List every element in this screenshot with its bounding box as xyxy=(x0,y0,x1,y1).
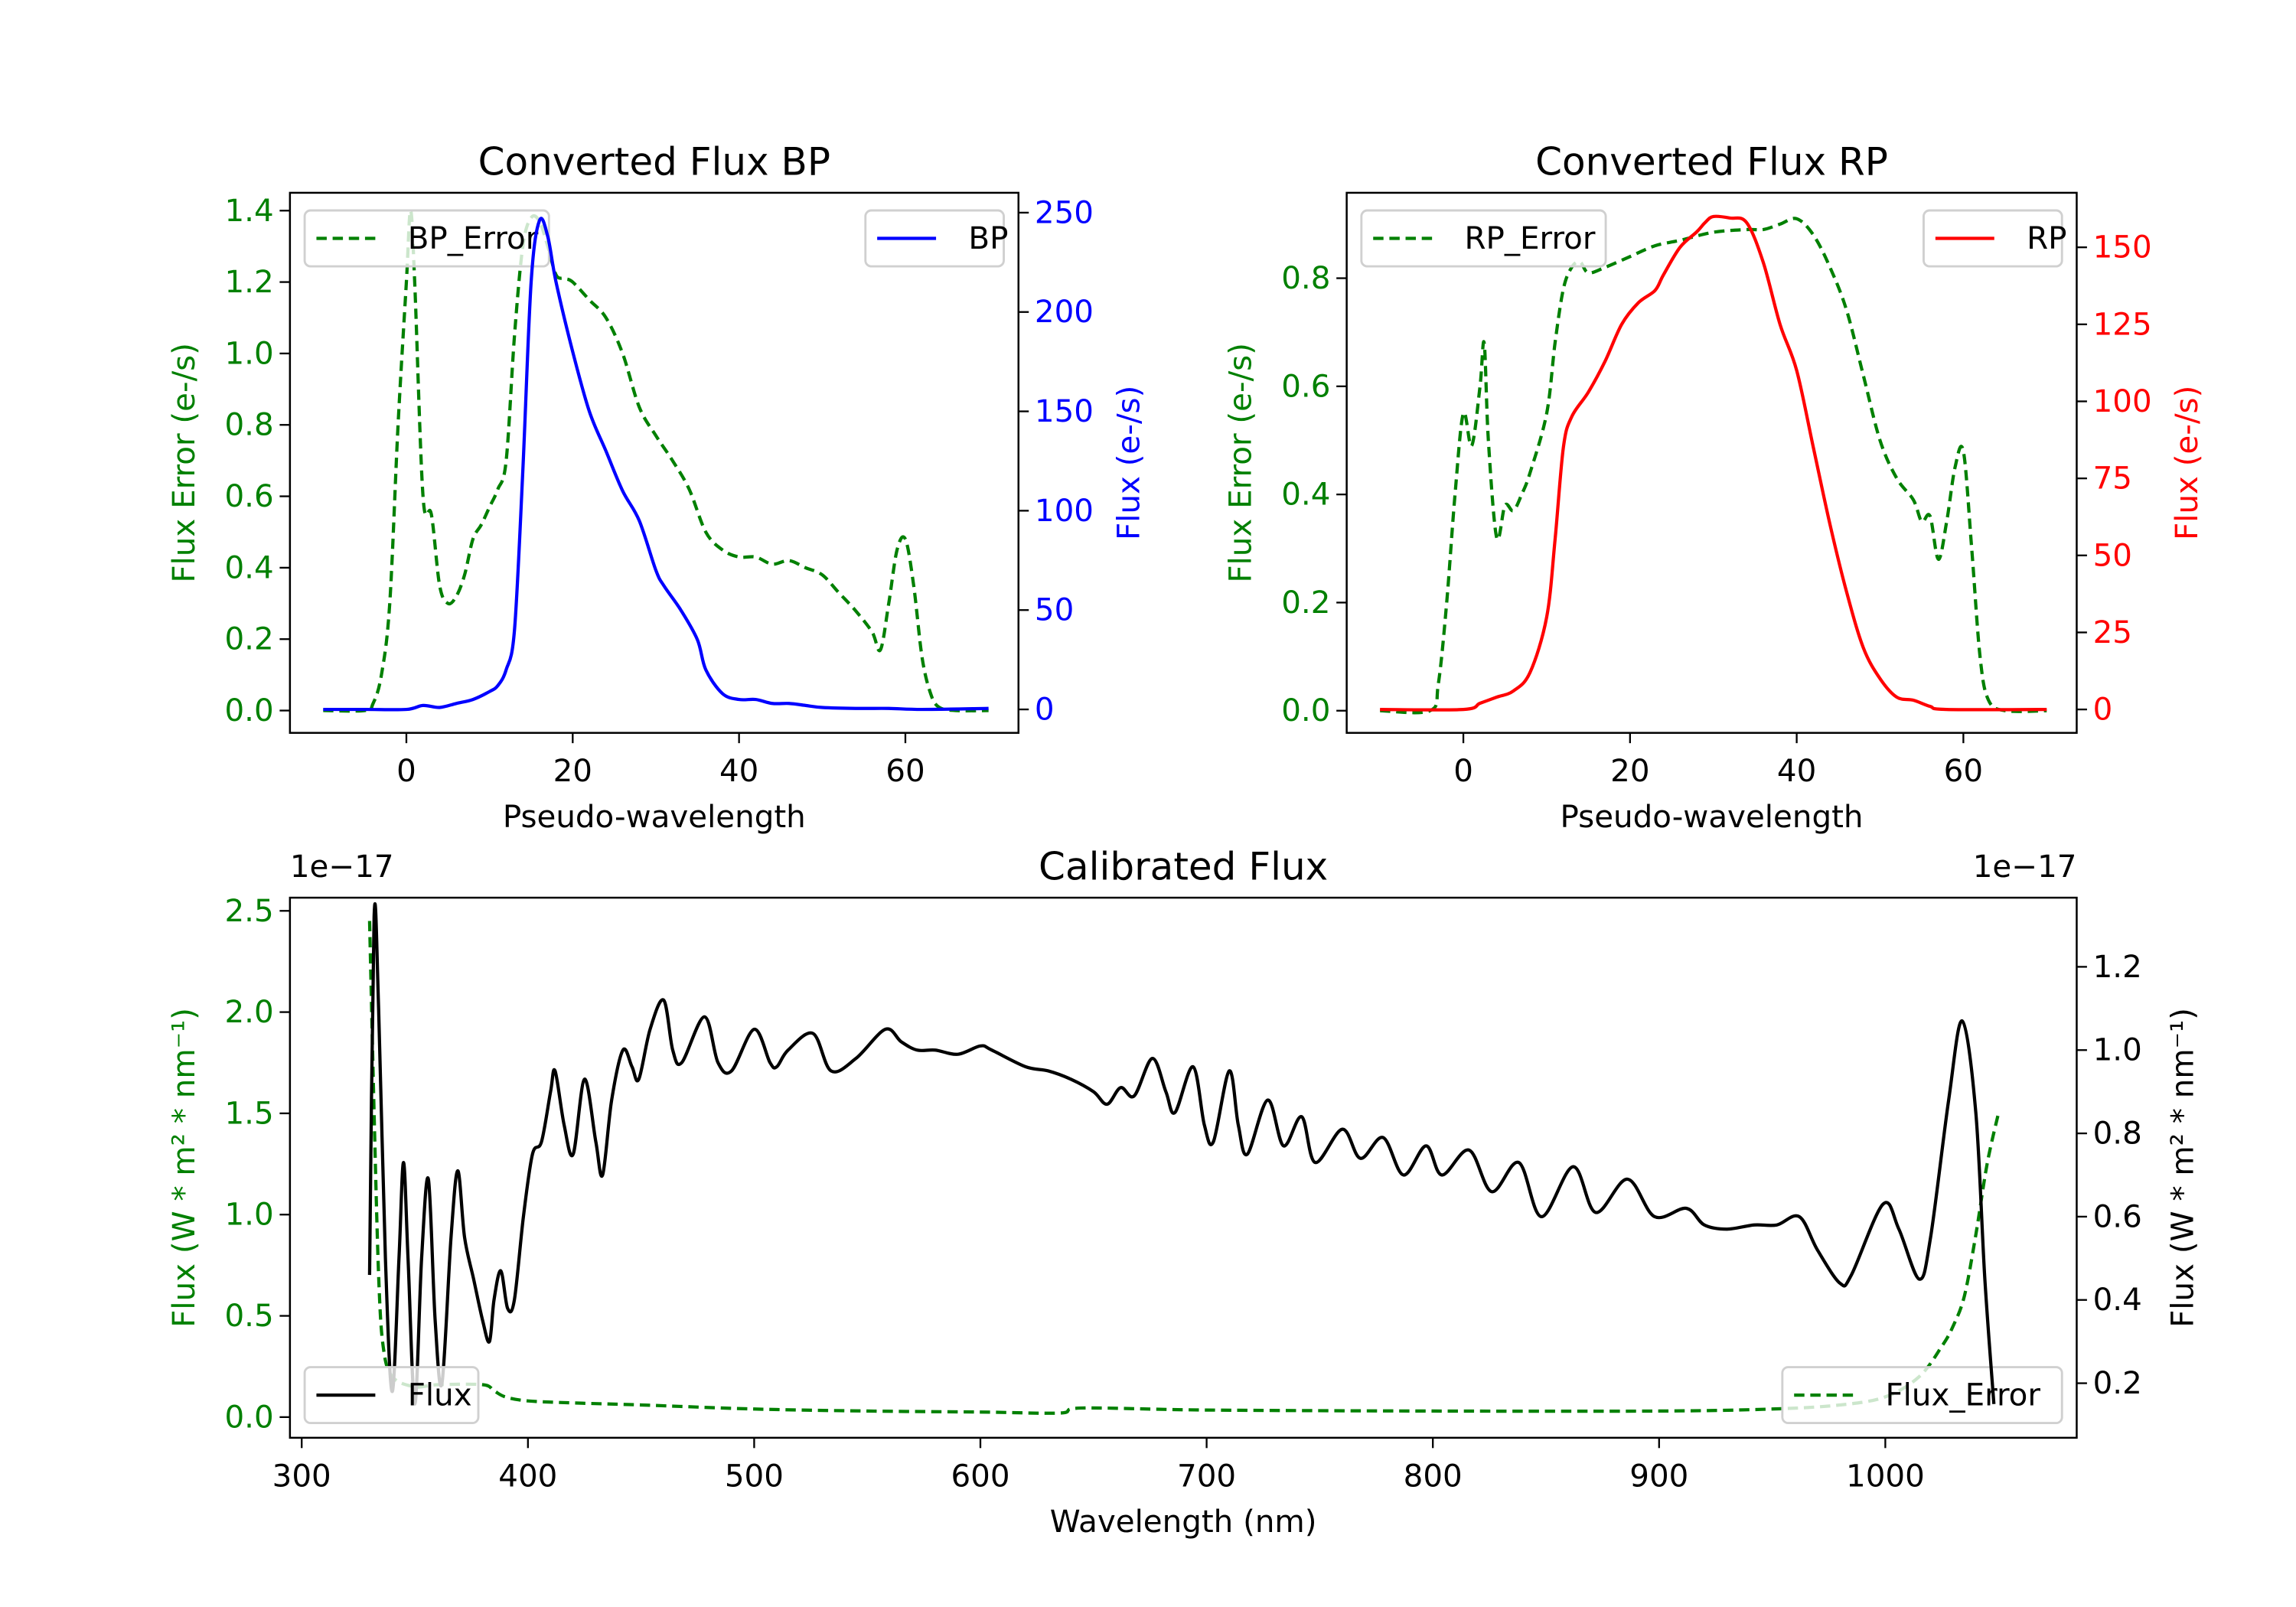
y-right-tick-label: 1.2 xyxy=(2093,949,2142,985)
legend-rp-error: RP_Error xyxy=(1360,209,1607,268)
x-tick-label: 40 xyxy=(719,753,758,789)
chart-cal: Calibrated Flux Wavelength (nm) Flux (W * … xyxy=(166,845,2201,1540)
x-tick-label: 60 xyxy=(885,753,925,789)
y-left-tick-label: 0.6 xyxy=(224,478,273,514)
y-left-tick-label: 0.4 xyxy=(224,549,273,585)
y-axis-left-label: Flux Error (e-/s) xyxy=(166,343,202,583)
plot-area xyxy=(289,192,1019,733)
y-right-tick-label: 150 xyxy=(2093,230,2152,266)
y-left-tick-label: 0.4 xyxy=(1281,477,1330,513)
y-right-tick-label: 50 xyxy=(1035,592,1074,628)
series-line-rp-error xyxy=(1380,217,2047,715)
legend-label: RP xyxy=(2027,220,2066,256)
y-axis-right-label: Flux (e-/s) xyxy=(1111,386,1147,540)
x-axis-label: Pseudo-wavelength xyxy=(503,799,806,835)
x-tick-label: 300 xyxy=(272,1458,331,1494)
plot-area xyxy=(1346,192,2077,733)
axes-frame xyxy=(289,191,1020,734)
y-left-tick-label: 0.2 xyxy=(1281,585,1330,621)
y-axis-right-label: Flux (e-/s) xyxy=(2169,386,2205,540)
y-left-tick-label: 2.5 xyxy=(224,893,273,929)
x-tick-label: 20 xyxy=(1610,753,1649,789)
y-right-offset-text: 1e−17 xyxy=(1973,849,2077,885)
y-right-tick-label: 150 xyxy=(1035,393,1094,429)
y-right-tick-label: 100 xyxy=(1035,493,1094,529)
y-right-tick-label: 50 xyxy=(2093,537,2132,573)
x-tick-label: 900 xyxy=(1629,1458,1688,1494)
legend-flux: Flux xyxy=(303,1366,480,1425)
legend-label: Flux_Error xyxy=(1885,1377,2040,1413)
x-tick-label: 500 xyxy=(725,1458,784,1494)
x-tick-label: 20 xyxy=(553,753,592,789)
legend-label: BP_Error xyxy=(408,220,539,256)
y-left-tick-label: 2.0 xyxy=(224,994,273,1030)
y-right-tick-label: 0.8 xyxy=(2093,1116,2142,1152)
x-tick-label: 400 xyxy=(498,1458,557,1494)
y-left-tick-label: 0.5 xyxy=(224,1298,273,1334)
y-right-tick-label: 0.4 xyxy=(2093,1282,2142,1318)
x-tick-label: 60 xyxy=(1944,753,1983,789)
x-tick-label: 40 xyxy=(1777,753,1816,789)
y-left-tick-label: 1.2 xyxy=(224,264,273,300)
legend-label: Flux xyxy=(408,1377,472,1413)
legend-rp: RP xyxy=(1923,209,2066,268)
y-right-tick-label: 200 xyxy=(1035,294,1094,330)
y-left-tick-label: 0.8 xyxy=(1281,260,1330,296)
x-tick-label: 800 xyxy=(1404,1458,1463,1494)
legend-label: BP xyxy=(968,220,1008,256)
x-axis-label: Pseudo-wavelength xyxy=(1561,799,1864,835)
y-left-tick-label: 0.6 xyxy=(1281,368,1330,404)
series-line-bp-error xyxy=(323,209,989,713)
chart-title: Calibrated Flux xyxy=(1039,845,1328,889)
y-right-tick-label: 0.6 xyxy=(2093,1198,2142,1234)
axes-frame xyxy=(1345,191,2078,734)
y-left-tick-label: 0.0 xyxy=(224,693,273,729)
legend-label: RP_Error xyxy=(1464,220,1595,256)
chart-title: Converted Flux RP xyxy=(1535,140,1888,184)
axes-frame xyxy=(289,896,2078,1439)
x-tick-label: 600 xyxy=(951,1458,1009,1494)
y-left-tick-label: 0.0 xyxy=(224,1399,273,1435)
y-right-tick-label: 250 xyxy=(1035,194,1094,230)
y-right-tick-label: 0 xyxy=(1035,692,1055,728)
y-right-tick-label: 75 xyxy=(2093,461,2132,497)
y-axis-right-label: Flux (W * m² * nm⁻¹) xyxy=(2164,1008,2200,1328)
x-tick-label: 1000 xyxy=(1846,1458,1925,1494)
x-tick-label: 700 xyxy=(1177,1458,1236,1494)
y-right-tick-label: 125 xyxy=(2093,306,2152,342)
y-left-tick-label: 0.8 xyxy=(224,407,273,443)
chart-title: Converted Flux BP xyxy=(478,140,830,184)
series-line-flux xyxy=(367,902,1996,1406)
y-right-tick-label: 0 xyxy=(2093,692,2113,728)
chart-bp: Converted Flux BP Pseudo-wavelength Flux E… xyxy=(166,140,1147,835)
legend-bp: BP xyxy=(864,209,1008,268)
plot-area xyxy=(289,898,2077,1438)
series-line-bp xyxy=(323,217,989,712)
series-line-rp xyxy=(1380,214,2047,712)
y-right-tick-label: 25 xyxy=(2093,614,2132,650)
y-right-tick-label: 1.0 xyxy=(2093,1032,2142,1068)
y-left-tick-label: 1.0 xyxy=(224,1197,273,1233)
y-left-tick-label: 1.0 xyxy=(224,335,273,371)
y-left-tick-label: 1.4 xyxy=(224,193,273,229)
y-axis-left-label: Flux (W * m² * nm⁻¹) xyxy=(166,1008,202,1328)
y-left-tick-label: 0.2 xyxy=(224,621,273,657)
y-axis-left-label: Flux Error (e-/s) xyxy=(1223,343,1259,583)
chart-rp: Converted Flux RP Pseudo-wavelength Flux E… xyxy=(1223,140,2206,835)
y-left-tick-label: 0.0 xyxy=(1281,693,1330,729)
legend-box xyxy=(303,1366,480,1425)
x-axis-label: Wavelength (nm) xyxy=(1050,1504,1317,1540)
legend-box xyxy=(1360,209,1607,268)
y-left-offset-text: 1e−17 xyxy=(290,849,394,885)
y-left-tick-label: 1.5 xyxy=(224,1095,273,1131)
legend-bp-error: BP_Error xyxy=(303,209,550,268)
legend-flux-error: Flux_Error xyxy=(1781,1366,2063,1425)
x-tick-label: 0 xyxy=(396,753,416,789)
x-tick-label: 0 xyxy=(1453,753,1473,789)
y-right-tick-label: 100 xyxy=(2093,383,2152,419)
y-right-tick-label: 0.2 xyxy=(2093,1365,2142,1401)
